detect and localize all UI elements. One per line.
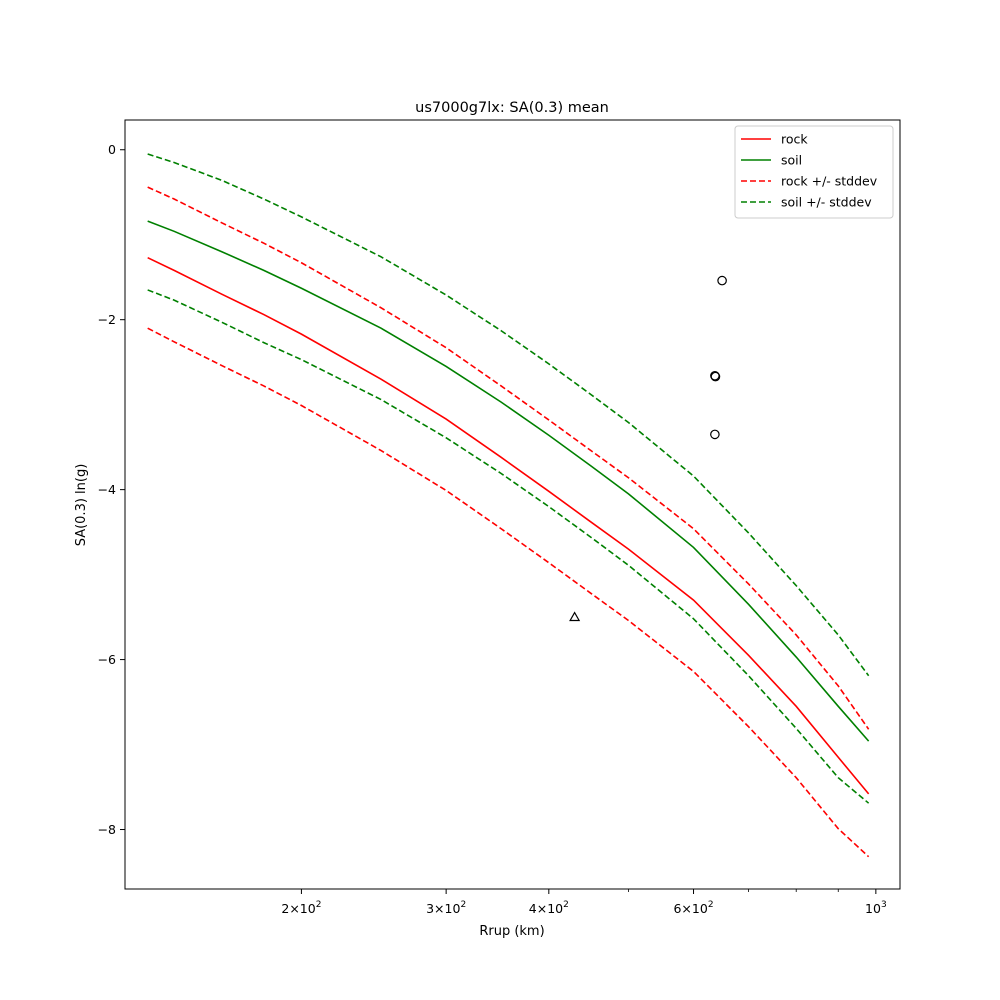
observation-point-circle (710, 371, 721, 382)
x-tick-label: 3×102 (426, 900, 466, 916)
series-lines (147, 153, 870, 858)
observation-point-triangle (569, 611, 581, 622)
y-tick-label: −6 (98, 652, 116, 667)
x-tick-label: 103 (865, 900, 887, 916)
series-line-rock-stddev (147, 186, 870, 730)
series-line-soil (147, 220, 870, 742)
legend-label: rock +/- stddev (781, 174, 878, 189)
x-axis: 2×102 3×102 4×102 6×102 103 (281, 889, 887, 916)
series-line-band-3 (147, 327, 870, 858)
observation-point-circle (710, 429, 720, 440)
legend: rock soil rock +/- stddev soil +/- stddev (734, 125, 894, 219)
series-line-band-5 (147, 289, 870, 804)
y-axis: 0 −2 −4 −6 −8 (98, 142, 125, 837)
y-tick-label: −2 (98, 312, 116, 327)
x-tick-label: 6×102 (673, 900, 713, 916)
plot-frame (124, 119, 901, 890)
legend-label: rock (781, 132, 808, 147)
chart-title: us7000g7lx: SA(0.3) mean (415, 100, 609, 116)
observation-markers (569, 275, 727, 622)
observation-point-circle (717, 275, 727, 286)
legend-label: soil (781, 153, 802, 168)
y-axis-label: SA(0.3) ln(g) (74, 464, 89, 547)
legend-label: soil +/- stddev (781, 195, 872, 210)
x-axis-label: Rrup (km) (479, 924, 544, 939)
x-tick-label: 4×102 (529, 900, 569, 916)
x-tick-label: 2×102 (281, 900, 321, 916)
y-tick-label: −4 (98, 482, 116, 497)
series-line-rock (147, 256, 870, 795)
series-line-soil-stddev (147, 153, 870, 677)
y-tick-label: 0 (108, 142, 116, 157)
legend-box (734, 125, 894, 219)
y-tick-label: −8 (98, 822, 116, 837)
